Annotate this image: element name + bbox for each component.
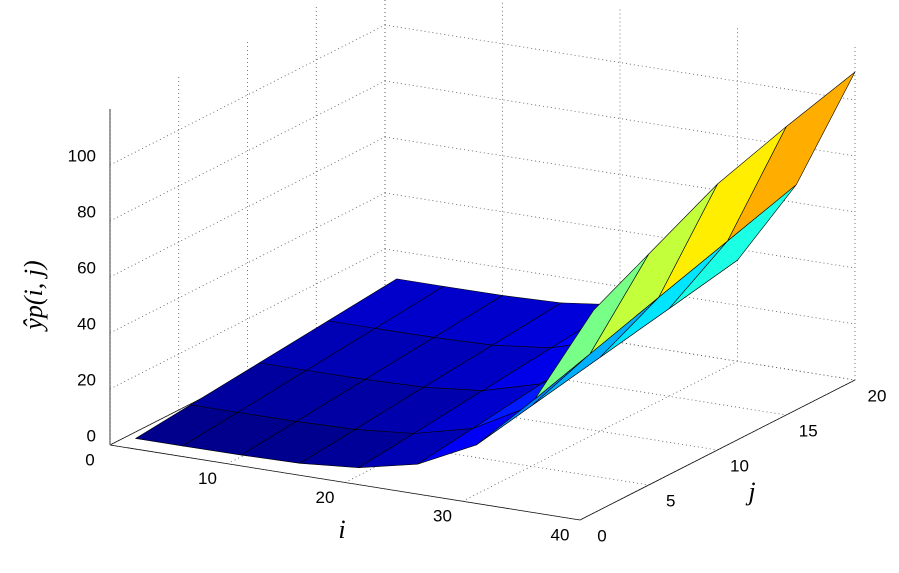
y-tick-label: 15 bbox=[799, 421, 818, 440]
z-tick-label: 40 bbox=[77, 314, 96, 333]
grid-line bbox=[247, 374, 718, 451]
y-tick-label: 10 bbox=[730, 456, 749, 475]
grid-line bbox=[178, 409, 649, 486]
z-tick-label: 80 bbox=[77, 202, 96, 221]
grid-line bbox=[109, 444, 581, 521]
x-axis-label: i bbox=[338, 515, 345, 544]
x-tick-label: 40 bbox=[551, 525, 570, 544]
y-tick-label: 20 bbox=[868, 386, 887, 405]
x-tick-label: 0 bbox=[85, 450, 94, 469]
z-tick-label: 0 bbox=[87, 426, 96, 445]
y-axis-label: j bbox=[745, 477, 755, 506]
grid-line bbox=[316, 339, 787, 416]
z-tick-label: 20 bbox=[77, 370, 96, 389]
x-tick-label: 30 bbox=[433, 507, 452, 526]
y-tick-label: 5 bbox=[666, 491, 675, 510]
z-axis-label: ŷp(i, j) bbox=[19, 260, 48, 332]
grid-line bbox=[384, 248, 856, 325]
z-tick-label: 60 bbox=[77, 258, 96, 277]
grid-line bbox=[384, 304, 856, 381]
surface-patch bbox=[727, 71, 856, 242]
x-tick-label: 10 bbox=[198, 469, 217, 488]
y-tick-label: 0 bbox=[597, 526, 606, 545]
box-edge bbox=[579, 379, 856, 521]
grid-line bbox=[384, 24, 856, 101]
grid-line bbox=[384, 192, 856, 269]
x-tick-label: 20 bbox=[316, 488, 335, 507]
z-tick-label: 100 bbox=[68, 146, 96, 165]
surface-patch bbox=[534, 253, 650, 400]
